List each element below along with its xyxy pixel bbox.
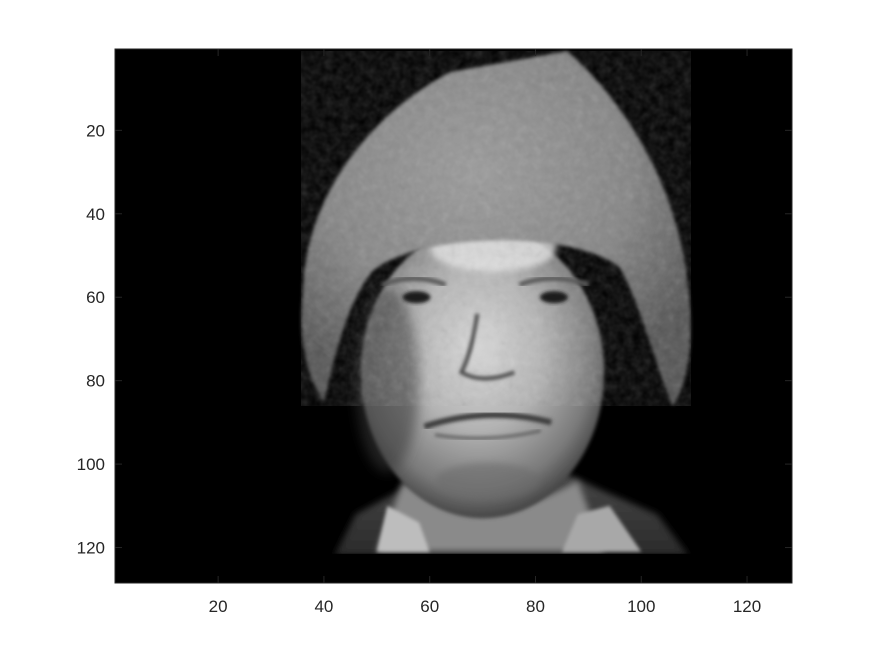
collar-left-shape bbox=[376, 505, 430, 552]
nose-shape bbox=[458, 313, 516, 381]
nose-highlight bbox=[477, 317, 498, 370]
y-axis: 20 40 60 80 100 120 bbox=[77, 121, 792, 558]
y-tick-label: 100 bbox=[77, 455, 105, 474]
y-tick-label: 80 bbox=[86, 372, 105, 391]
x-tick-label: 120 bbox=[733, 597, 761, 616]
x-axis: 20 40 60 80 100 120 bbox=[209, 49, 761, 616]
x-tick-label: 20 bbox=[209, 597, 228, 616]
axes-box bbox=[114, 48, 793, 584]
face-shadow-left bbox=[355, 288, 420, 473]
eyebrow-right bbox=[518, 276, 590, 288]
eye-left bbox=[402, 291, 431, 304]
y-tick-label: 20 bbox=[86, 121, 105, 140]
face-image bbox=[115, 51, 792, 583]
eyebrow-left bbox=[381, 276, 447, 288]
x-tick-label: 40 bbox=[314, 597, 333, 616]
eye-right bbox=[539, 291, 568, 304]
y-tick-label: 40 bbox=[86, 205, 105, 224]
x-tick-label: 60 bbox=[420, 597, 439, 616]
image-layer bbox=[115, 49, 792, 583]
y-tick-label: 120 bbox=[77, 539, 105, 558]
y-tick-label: 60 bbox=[86, 288, 105, 307]
collar-right-shape bbox=[561, 505, 642, 552]
chin-shading bbox=[435, 462, 540, 499]
image-bottom-band bbox=[115, 553, 792, 583]
x-tick-label: 80 bbox=[526, 597, 545, 616]
moustache-shape bbox=[423, 412, 553, 430]
x-tick-label: 100 bbox=[627, 597, 655, 616]
mouth-shape bbox=[434, 429, 542, 440]
hat-texture bbox=[301, 51, 691, 406]
